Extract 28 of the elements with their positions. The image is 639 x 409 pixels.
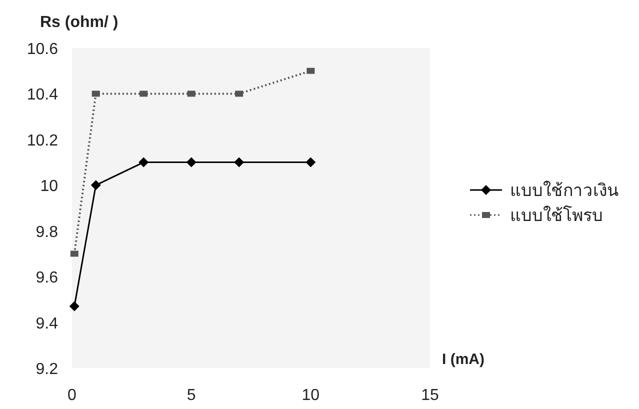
- legend-label: แบบใช้โพรบ: [510, 205, 603, 226]
- point: [70, 250, 78, 257]
- point: [140, 90, 148, 97]
- x-tick-label: 15: [421, 387, 439, 404]
- x-tick-label: 0: [68, 387, 77, 404]
- y-tick-label: 10.4: [26, 86, 58, 104]
- point: [92, 90, 100, 97]
- y-tick-label: 9.4: [36, 315, 58, 332]
- y-axis-title: Rs (ohm/ ): [40, 14, 118, 31]
- point: [306, 68, 315, 74]
- y-tick-label: 9.8: [36, 224, 58, 241]
- point: [90, 180, 101, 190]
- y-tick-label: 9.6: [36, 270, 58, 287]
- y-tick-label: 10.2: [26, 132, 58, 150]
- x-axis-title: I (mA): [442, 351, 484, 368]
- point: [234, 157, 244, 168]
- point: [186, 157, 196, 168]
- point: [138, 157, 149, 168]
- legend-label: แบบใช้กาวเงิน: [510, 180, 619, 201]
- point: [306, 157, 316, 168]
- point: [187, 90, 196, 97]
- y-tick-label: 9.2: [36, 361, 58, 378]
- point: [69, 301, 80, 312]
- x-tick-label: 10: [302, 387, 320, 404]
- point: [235, 90, 244, 97]
- y-tick-label: 10: [40, 178, 58, 196]
- x-tick-label: 5: [186, 387, 196, 404]
- y-tick-label: 10.6: [26, 41, 58, 58]
